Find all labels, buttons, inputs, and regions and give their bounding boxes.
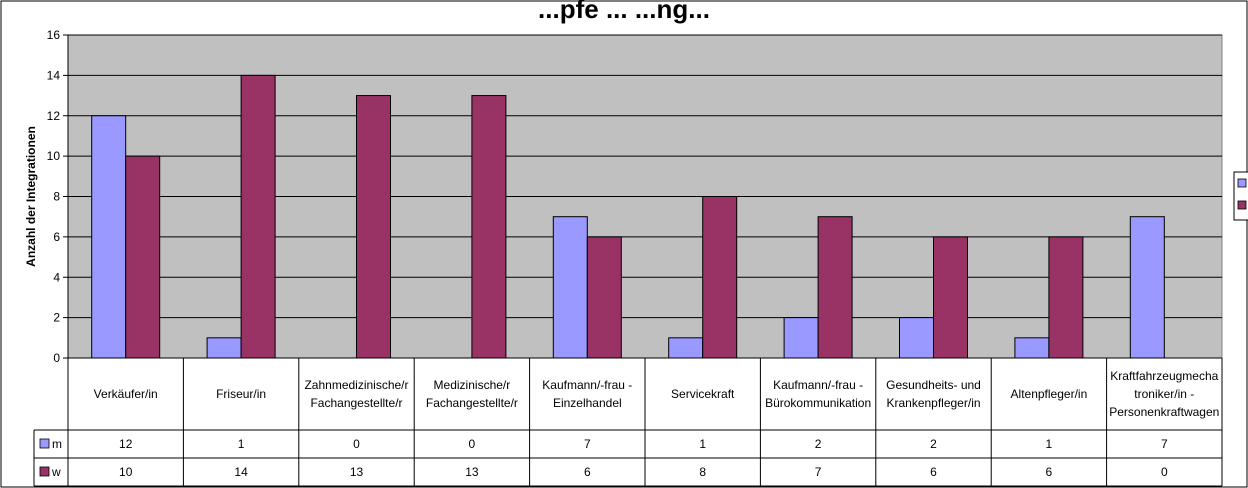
x-tick-label-line: Einzelhandel [553,396,622,410]
table-key-w [40,467,49,476]
table-series-label: m [52,437,62,451]
data-label: 6 [930,465,937,479]
data-label: 1 [1046,437,1053,451]
x-tick-label-line: Servicekraft [671,387,735,401]
y-tick-label: 2 [53,311,60,325]
data-label: 7 [1161,437,1168,451]
y-tick-label: 8 [53,190,60,204]
y-tick-label: 6 [53,230,60,244]
legend-key-w [1238,201,1246,209]
x-tick-label-line: Fachangestellte/r [426,396,518,410]
y-tick-label: 14 [47,68,61,82]
x-tick-label-line: Kaufmann/-frau - [773,378,863,392]
bar-m [92,116,126,358]
data-label: 14 [234,465,248,479]
y-tick-label: 10 [47,149,61,163]
data-label: 6 [1046,465,1053,479]
data-label: 10 [119,465,133,479]
x-tick-label-line: Kaufmann/-frau - [542,378,632,392]
legend-key-m [1238,179,1246,187]
bar-w [241,75,275,358]
data-label: 7 [815,465,822,479]
bar-w [703,197,737,359]
bar-w [357,96,391,358]
x-tick-label: Verkäufer/in [94,387,158,401]
y-tick-label: 16 [47,28,61,42]
bar-m [669,338,703,358]
data-label: 13 [350,465,364,479]
x-tick-label: Servicekraft [671,387,735,401]
x-tick-label-line: Kraftfahrzeugmecha [1110,369,1218,383]
bar-m [553,217,587,358]
data-label: 2 [815,437,822,451]
x-tick-label-line: Bürokommunikation [765,396,871,410]
bar-w [472,96,506,358]
bar-m [1130,217,1164,358]
bar-m [1015,338,1049,358]
x-tick-label-line: Altenpfleger/in [1011,387,1088,401]
x-tick-label-line: Zahnmedizinische/r [304,378,408,392]
data-label: 6 [584,465,591,479]
bar-w [126,156,160,358]
data-label: 1 [699,437,706,451]
bar-w [1049,237,1083,358]
bar-w [818,217,852,358]
data-label: 8 [699,465,706,479]
bar-w [934,237,968,358]
y-tick-label: 4 [53,270,60,284]
data-label: 7 [584,437,591,451]
x-tick-label: Friseur/in [216,387,266,401]
data-label: 0 [1161,465,1168,479]
x-tick-label-line: Gesundheits- und [886,378,981,392]
x-tick-label-line: Fachangestellte/r [310,396,402,410]
x-tick-label: Altenpfleger/in [1011,387,1088,401]
bar-w [587,237,621,358]
data-label: 2 [930,437,937,451]
x-tick-label-line: Verkäufer/in [94,387,158,401]
data-label: 13 [465,465,479,479]
x-tick-label-line: Krankenpfleger/in [886,396,980,410]
data-label: 12 [119,437,133,451]
x-tick-label-line: Friseur/in [216,387,266,401]
bar-m [207,338,241,358]
y-axis-label: Anzahl der Integrationen [24,126,38,267]
table-key-m [40,439,49,448]
data-label: 0 [469,437,476,451]
x-tick-label-line: troniker/in - [1134,387,1194,401]
table-series-label: w [51,465,61,479]
chart-title: ...pfe ... ...ng... [538,0,710,24]
x-tick-label-line: Medizinische/r [434,378,511,392]
x-tick-label-line: Personenkraftwagen [1109,405,1219,419]
bar-m [900,318,934,358]
data-label: 1 [238,437,245,451]
bar-m [784,318,818,358]
y-tick-label: 12 [47,109,61,123]
y-tick-label: 0 [53,351,60,365]
data-label: 0 [353,437,360,451]
